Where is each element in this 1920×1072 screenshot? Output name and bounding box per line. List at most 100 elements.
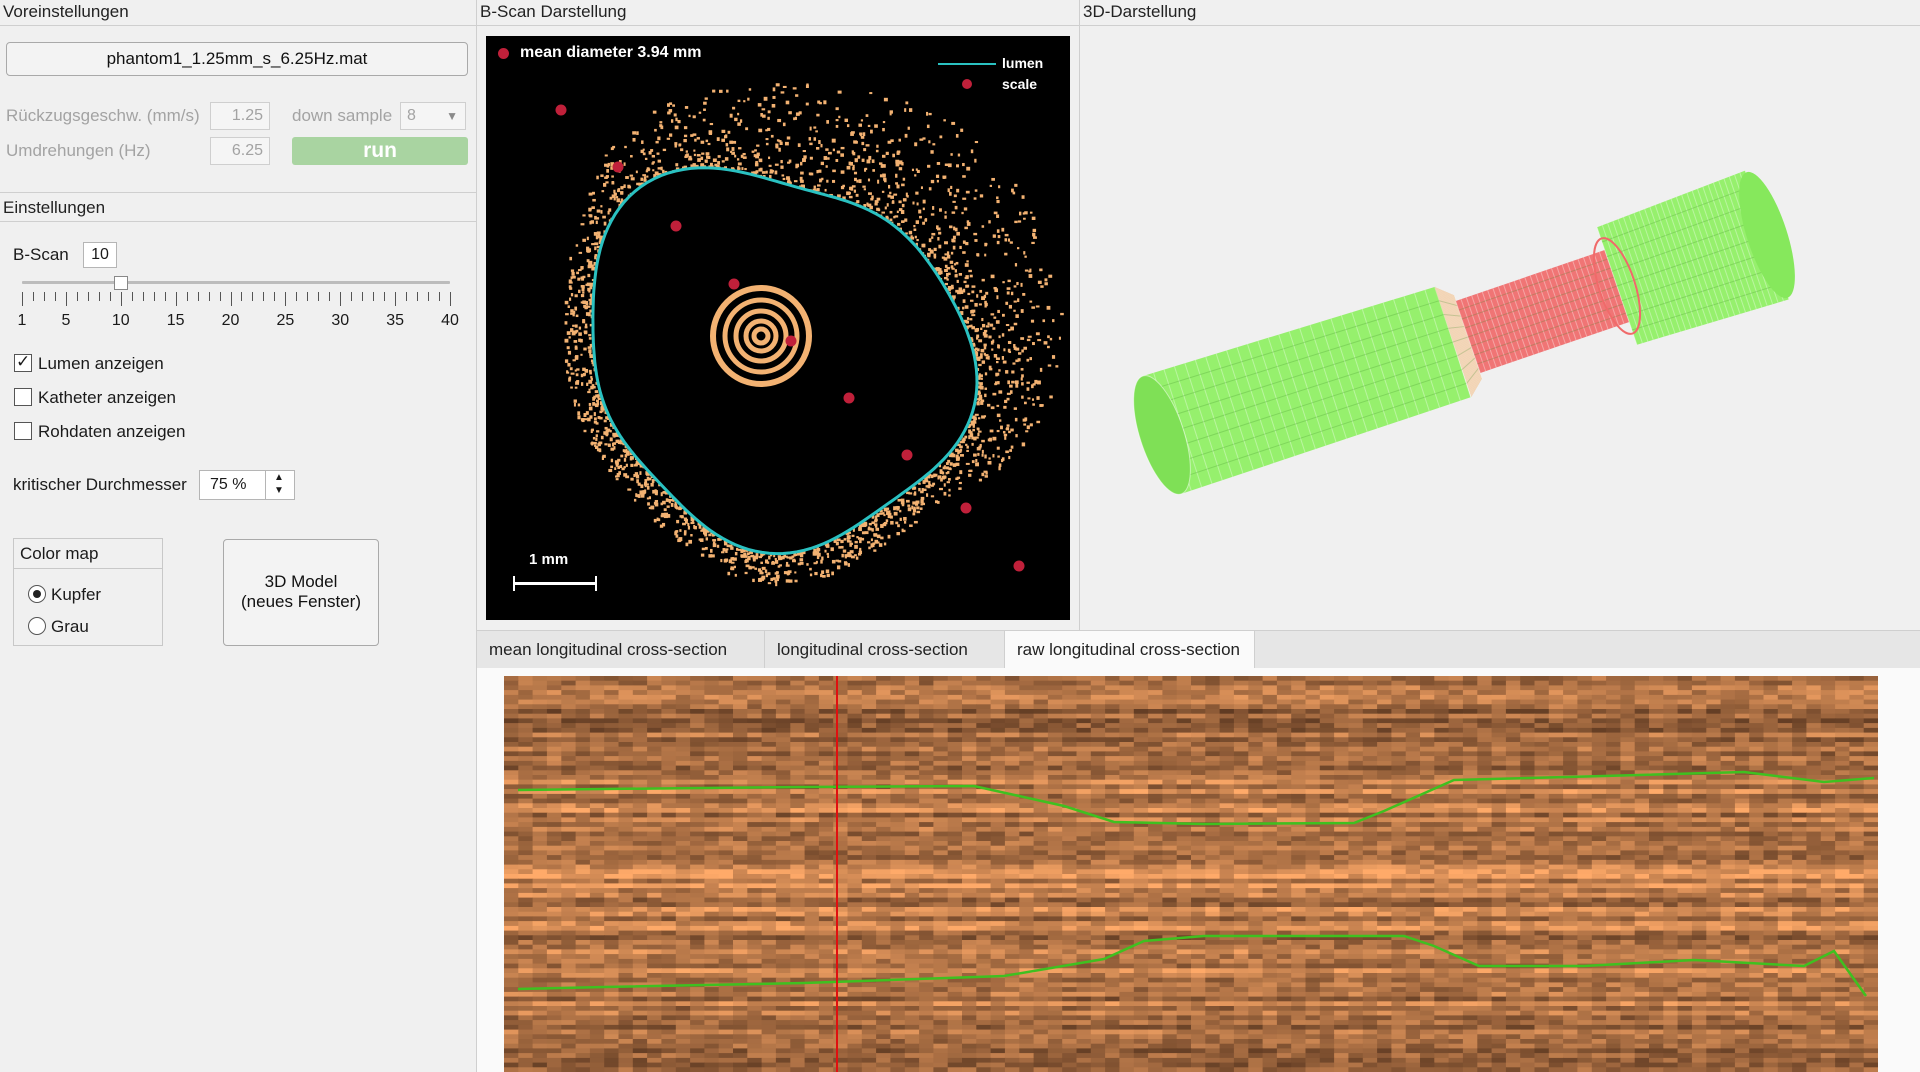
vessel-3d-model[interactable] — [1080, 27, 1920, 627]
slider-tick — [241, 292, 243, 301]
bscan-slider[interactable]: 1 5 10 15 20 25 30 35 40 — [18, 276, 459, 336]
slider-tick — [406, 292, 408, 301]
slider-tick — [417, 292, 419, 301]
tab-mean-longitudinal[interactable]: mean longitudinal cross-section — [477, 631, 765, 669]
speckle-bands — [504, 676, 1878, 1072]
slider-track — [22, 281, 450, 284]
scale-bar-label: 1 mm — [529, 551, 569, 568]
slider-tick — [54, 292, 56, 301]
slider-tick — [120, 292, 122, 306]
vessel-end-cap-left — [1133, 375, 1191, 495]
slider-tick — [318, 292, 320, 301]
slider-tick — [197, 292, 199, 301]
bscan-image — [555, 83, 1064, 587]
slider-tick — [65, 292, 67, 306]
slider-tick-label: 30 — [331, 312, 350, 329]
colormap-grau-label: Grau — [51, 617, 89, 636]
scale-bar — [513, 582, 597, 585]
downsample-select[interactable]: 8 ▼ — [400, 102, 466, 130]
stenosis-segment — [1455, 249, 1630, 374]
rotations-label: Umdrehungen (Hz) — [6, 141, 151, 160]
bscan-canvas[interactable]: mean diameter 3.94 mm lumen scale 1 mm — [486, 36, 1070, 620]
scale-points — [555, 104, 1025, 572]
tissue-speckle — [564, 83, 1064, 587]
slider-tick — [285, 292, 287, 306]
pullback-field[interactable]: 1.25 — [210, 102, 270, 130]
view3d-header: 3D-Darstellung — [1080, 0, 1920, 26]
vessel-end-cap-right — [1739, 171, 1795, 299]
slider-handle[interactable] — [113, 276, 128, 290]
colormap-kupfer-label: Kupfer — [51, 585, 102, 604]
show-raw-label: Rohdaten anzeigen — [38, 422, 186, 441]
critical-diameter-label: kritischer Durchmesser — [13, 475, 187, 494]
slider-tick — [384, 292, 386, 301]
slider-tick — [362, 292, 364, 301]
spinner-buttons[interactable]: ▲ ▼ — [265, 471, 294, 499]
bscan-label: B-Scan — [13, 245, 69, 264]
slider-tick — [351, 292, 353, 301]
slider-tick — [153, 292, 155, 301]
settings-header: Einstellungen — [0, 196, 476, 222]
lumen-upper-boundary — [517, 770, 1875, 826]
colormap-kupfer-radio[interactable] — [28, 585, 46, 603]
open-3d-model-button[interactable]: 3D Model (neues Fenster) — [223, 539, 379, 646]
slider-tick-labels: 1 5 10 15 20 25 30 35 40 — [18, 312, 459, 332]
show-catheter-label: Katheter anzeigen — [38, 388, 176, 407]
show-catheter-checkbox[interactable] — [14, 388, 32, 406]
bscan-divider — [1079, 0, 1080, 630]
slider-tick — [76, 292, 78, 301]
arrow-down-icon[interactable]: ▼ — [274, 485, 284, 496]
slider-tick-label: 5 — [61, 312, 71, 329]
stenosis-ring — [1592, 237, 1642, 335]
slider-tick — [373, 292, 375, 301]
slider-tick — [109, 292, 111, 301]
tab-raw-longitudinal[interactable]: raw longitudinal cross-section — [1005, 631, 1255, 669]
slider-tick — [43, 292, 45, 301]
slider-tick — [131, 292, 133, 301]
slider-tick — [230, 292, 232, 306]
mean-diameter-label: mean diameter 3.94 mm — [520, 44, 702, 61]
bscan-header: B-Scan Darstellung — [477, 0, 1079, 26]
catheter-rings — [710, 285, 812, 387]
bscan-index-field[interactable]: 10 — [83, 242, 117, 268]
settings-separator — [0, 192, 476, 193]
legend-scale-dot — [962, 79, 972, 89]
longitudinal-panel — [477, 668, 1920, 1072]
tab-longitudinal[interactable]: longitudinal cross-section — [765, 631, 1005, 669]
colormap-title: Color map — [14, 539, 162, 569]
rotations-field[interactable]: 6.25 — [210, 137, 270, 165]
legend-lumen-line — [938, 63, 996, 65]
healthy-segment-left — [1142, 286, 1472, 495]
lumen-lower-boundary — [517, 934, 1868, 997]
slider-tick-label: 20 — [221, 312, 240, 329]
slider-tick — [142, 292, 144, 301]
critical-diameter-value: 75 % — [210, 476, 247, 493]
show-lumen-checkbox[interactable]: ✓ — [14, 352, 32, 372]
slider-tick — [252, 292, 254, 301]
show-raw-checkbox[interactable] — [14, 422, 32, 440]
legend-scale-label: scale — [1002, 76, 1038, 92]
arrow-up-icon[interactable]: ▲ — [274, 472, 284, 483]
chevron-down-icon: ▼ — [446, 109, 458, 123]
slider-tick-label: 35 — [386, 312, 405, 329]
raw-longitudinal-image[interactable] — [504, 676, 1878, 1072]
slider-tick — [175, 292, 177, 306]
colormap-grau-radio[interactable] — [28, 617, 46, 635]
view3d-canvas[interactable] — [1080, 27, 1920, 627]
slider-tick-label: 10 — [111, 312, 130, 329]
mean-diameter-dot — [498, 48, 509, 59]
legend-lumen-label: lumen — [1002, 55, 1044, 71]
left-panel-divider — [476, 0, 477, 1072]
run-button[interactable]: run — [292, 137, 468, 165]
show-lumen-label: Lumen anzeigen — [38, 354, 164, 373]
scale-bar-tick-right — [595, 576, 597, 591]
file-select-button[interactable]: phantom1_1.25mm_s_6.25Hz.mat — [6, 42, 468, 76]
slider-tick — [208, 292, 210, 301]
critical-diameter-spinner[interactable]: 75 % ▲ ▼ — [199, 470, 295, 500]
downsample-label: down sample — [292, 106, 393, 125]
slider-tick — [263, 292, 265, 301]
slider-tick — [296, 292, 298, 301]
slider-tick — [340, 292, 342, 306]
slider-tick — [164, 292, 166, 301]
transition-left — [1434, 286, 1483, 398]
